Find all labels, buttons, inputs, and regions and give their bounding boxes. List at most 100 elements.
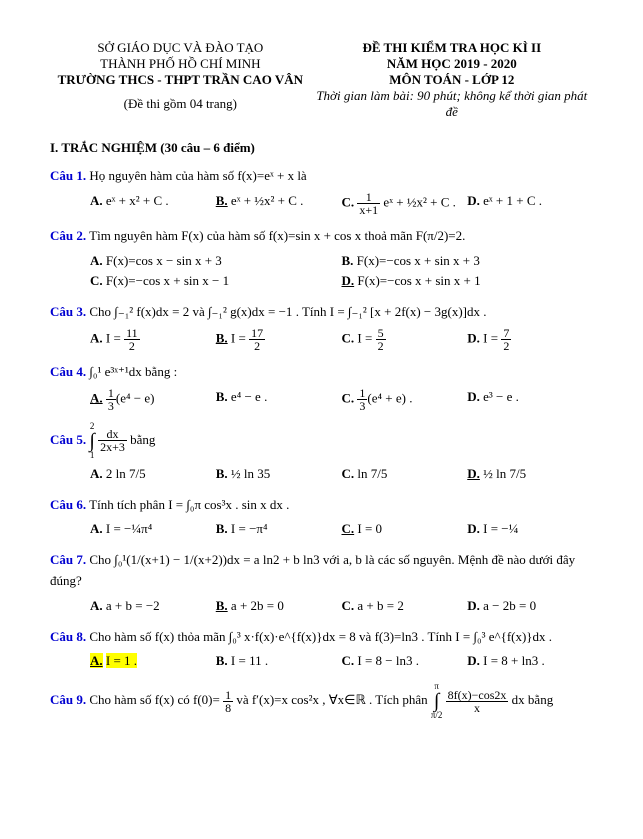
q2-C: C. bbox=[90, 273, 103, 288]
question-4: Câu 4. ∫₀¹ e³ˣ⁺¹dx bằng : A. 13(e⁴ − e) … bbox=[50, 362, 593, 412]
q4-c-post: (e⁴ + e) . bbox=[367, 390, 412, 405]
q3-A: A. bbox=[90, 330, 103, 345]
q9-mid: và f′(x)=x cos²x , ∀x∈ℝ . Tích phân bbox=[236, 692, 431, 707]
q3-post: . Tính bbox=[296, 304, 330, 319]
q3-choices: A. I = 112 B. I = 172 C. I = 52 D. I = 7… bbox=[90, 327, 593, 352]
q3-int3: I = ∫₋₁² [x + 2f(x) − 3g(x)]dx . bbox=[330, 304, 487, 319]
q6-text: Tính tích phân I = ∫₀π cos³x . sin x dx … bbox=[89, 497, 289, 512]
q4-b: e⁴ − e . bbox=[231, 389, 267, 404]
q2-choices: A. F(x)=cos x − sin x + 3 B. F(x)=−cos x… bbox=[90, 251, 593, 293]
question-3: Câu 3. Cho ∫₋₁² f(x)dx = 2 và ∫₋₁² g(x)d… bbox=[50, 302, 593, 352]
q9-limits: π∫π/2 bbox=[431, 682, 443, 720]
q3-label: Câu 3. bbox=[50, 304, 86, 319]
q2-c: F(x)=−cos x + sin x − 1 bbox=[106, 273, 229, 288]
q5-post: bằng bbox=[130, 432, 155, 447]
q4-a-post: (e⁴ − e) bbox=[116, 390, 155, 405]
q2-B: B. bbox=[342, 253, 354, 268]
section-title: I. TRẮC NGHIỆM (30 câu – 6 điểm) bbox=[50, 140, 593, 156]
q2-d: F(x)=−cos x + sin x + 1 bbox=[357, 273, 480, 288]
q6-C: C. bbox=[342, 521, 355, 536]
q1-c-post: eˣ + ½x² + C . bbox=[383, 194, 456, 209]
q7-b: a + 2b = 0 bbox=[231, 598, 284, 613]
q8-label: Câu 8. bbox=[50, 629, 86, 644]
q1-label: Câu 1. bbox=[50, 168, 86, 183]
q1-text: Họ nguyên hàm của hàm số f(x)=eˣ + x là bbox=[89, 168, 306, 183]
q4-C: C. bbox=[342, 390, 355, 405]
question-2: Câu 2. Tìm nguyên hàm F(x) của hàm số f(… bbox=[50, 226, 593, 292]
q7-label: Câu 7. bbox=[50, 552, 86, 567]
q3-C: C. bbox=[342, 330, 355, 345]
q6-b: I = −π⁴ bbox=[231, 521, 268, 536]
q7-C: C. bbox=[342, 598, 355, 613]
q5-C: C. bbox=[342, 466, 355, 481]
q7-A: A. bbox=[90, 598, 103, 613]
q4-choices: A. 13(e⁴ − e) B. e⁴ − e . C. 13(e⁴ + e) … bbox=[90, 387, 593, 412]
q5-b: ½ ln 35 bbox=[231, 466, 270, 481]
header-duration: Thời gian làm bài: 90 phút; không kể thờ… bbox=[311, 88, 593, 120]
question-6: Câu 6. Tính tích phân I = ∫₀π cos³x . si… bbox=[50, 495, 593, 541]
choice-B: B. bbox=[216, 193, 228, 208]
q1-d: eˣ + 1 + C . bbox=[483, 193, 542, 208]
header-school: TRƯỜNG THCS - THPT TRẦN CAO VÂN bbox=[50, 72, 311, 88]
exam-header: SỞ GIÁO DỤC VÀ ĐÀO TẠO THÀNH PHỐ HỒ CHÍ … bbox=[50, 40, 593, 120]
q4-A: A. bbox=[90, 390, 103, 405]
q8-a: I = 1 . bbox=[106, 653, 137, 668]
q7-pre: Cho bbox=[89, 552, 114, 567]
q4-text: ∫₀¹ e³ˣ⁺¹dx bằng : bbox=[89, 364, 177, 379]
q3-B: B. bbox=[216, 330, 228, 345]
q1-a: eˣ + x² + C . bbox=[106, 193, 169, 208]
q5-d: ½ ln 7/5 bbox=[483, 466, 526, 481]
q7-D: D. bbox=[467, 598, 480, 613]
q2-D: D. bbox=[342, 273, 355, 288]
q5-B: B. bbox=[216, 466, 228, 481]
choice-A: A. bbox=[90, 193, 103, 208]
header-left: SỞ GIÁO DỤC VÀ ĐÀO TẠO THÀNH PHỐ HỒ CHÍ … bbox=[50, 40, 311, 120]
q7-a: a + b = −2 bbox=[106, 598, 160, 613]
question-1: Câu 1. Họ nguyên hàm của hàm số f(x)=eˣ … bbox=[50, 166, 593, 216]
q1-choices: A. eˣ + x² + C . B. eˣ + ½x² + C . C. 1x… bbox=[90, 191, 593, 216]
q4-B: B. bbox=[216, 389, 228, 404]
q3-pre: Cho bbox=[89, 304, 114, 319]
q5-a: 2 ln 7/5 bbox=[106, 466, 146, 481]
q8-text: Cho hàm số f(x) thỏa mãn ∫₀³ x·f(x)·e^{f… bbox=[89, 629, 552, 644]
q8-C: C. bbox=[342, 653, 355, 668]
choice-D: D. bbox=[467, 193, 480, 208]
header-right: ĐỀ THI KIỂM TRA HỌC KÌ II NĂM HỌC 2019 -… bbox=[311, 40, 593, 120]
q4-label: Câu 4. bbox=[50, 364, 86, 379]
q8-B: B. bbox=[216, 653, 228, 668]
q3-mid: và bbox=[192, 304, 208, 319]
question-5: Câu 5. 2∫1 dx2x+3 bằng A. 2 ln 7/5 B. ½ … bbox=[50, 422, 593, 485]
question-8: Câu 8. Cho hàm số f(x) thỏa mãn ∫₀³ x·f(… bbox=[50, 627, 593, 673]
header-left-line1: SỞ GIÁO DỤC VÀ ĐÀO TẠO bbox=[50, 40, 311, 56]
q9-label: Câu 9. bbox=[50, 692, 86, 707]
q8-D: D. bbox=[467, 653, 480, 668]
q4-D: D. bbox=[467, 389, 480, 404]
q8-A: A. bbox=[90, 653, 103, 668]
q6-c: I = 0 bbox=[357, 521, 382, 536]
q3-int1: ∫₋₁² f(x)dx = 2 bbox=[114, 304, 189, 319]
header-title: ĐỀ THI KIỂM TRA HỌC KÌ II bbox=[311, 40, 593, 56]
q4-d: e³ − e . bbox=[483, 389, 519, 404]
q3-int2: ∫₋₁² g(x)dx = −1 bbox=[208, 304, 292, 319]
q2-A: A. bbox=[90, 253, 103, 268]
header-left-line2: THÀNH PHỐ HỒ CHÍ MINH bbox=[50, 56, 311, 72]
q2-text: Tìm nguyên hàm F(x) của hàm số f(x)=sin … bbox=[89, 228, 465, 243]
q9-intfrac: 8f(x)−cos2xx bbox=[446, 689, 509, 714]
q9-pre: Cho hàm số f(x) có f(0)= bbox=[89, 692, 219, 707]
q2-b: F(x)=−cos x + sin x + 3 bbox=[357, 253, 480, 268]
header-year: NĂM HỌC 2019 - 2020 bbox=[311, 56, 593, 72]
q7-d: a − 2b = 0 bbox=[483, 598, 536, 613]
q9-f0: 18 bbox=[223, 689, 233, 714]
choice-C: C. bbox=[342, 194, 355, 209]
q8-c: I = 8 − ln3 . bbox=[357, 653, 419, 668]
q5-D: D. bbox=[467, 466, 480, 481]
q7-c: a + b = 2 bbox=[357, 598, 403, 613]
q5-label: Câu 5. bbox=[50, 432, 86, 447]
question-9: Câu 9. Cho hàm số f(x) có f(0)= 18 và f′… bbox=[50, 682, 593, 720]
question-7: Câu 7. Cho ∫₀¹(1/(x+1) − 1/(x+2))dx = a … bbox=[50, 550, 593, 616]
q5-c: ln 7/5 bbox=[357, 466, 387, 481]
q7-int: ∫₀¹(1/(x+1) − 1/(x+2))dx = a ln2 + b ln3 bbox=[114, 552, 319, 567]
q6-A: A. bbox=[90, 521, 103, 536]
q5-A: A. bbox=[90, 466, 103, 481]
q5-limits: 2∫1 bbox=[89, 422, 94, 460]
